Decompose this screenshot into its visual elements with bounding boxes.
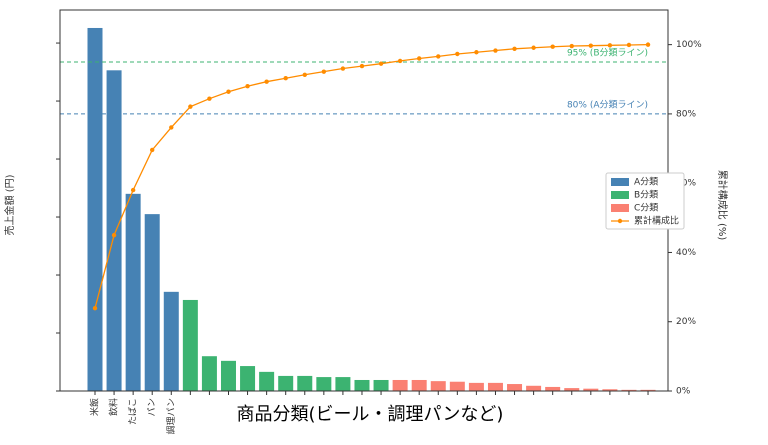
cumulative-point <box>436 54 441 59</box>
bar <box>240 366 256 391</box>
bar <box>354 379 370 391</box>
cumulative-point <box>512 46 517 51</box>
bar <box>487 382 503 391</box>
legend-swatch <box>611 191 629 199</box>
bar <box>449 381 465 391</box>
bar <box>392 379 408 391</box>
x-tick-label: たばこ <box>128 398 139 425</box>
cumulative-point <box>378 61 384 66</box>
legend-label: B分類 <box>634 190 658 201</box>
y2-tick-label: 40% <box>676 248 696 258</box>
bar <box>545 386 561 391</box>
reference-label: 95% (B分類ライン) <box>567 47 648 58</box>
y2-axis-label: 累計構成比 (%) <box>716 170 729 241</box>
bar <box>278 375 294 391</box>
cumulative-point <box>359 63 365 69</box>
bar <box>411 379 427 391</box>
cumulative-point <box>607 43 613 48</box>
bar <box>640 389 656 391</box>
cumulative-point <box>264 79 269 84</box>
cumulative-point <box>169 125 174 130</box>
legend-swatch <box>611 204 629 212</box>
cumulative-point <box>340 66 346 71</box>
bar <box>144 214 160 391</box>
cumulative-point <box>455 51 460 57</box>
legend-label: 累計構成比 <box>634 215 679 227</box>
bar <box>87 27 103 391</box>
bar <box>163 291 179 391</box>
bar <box>335 377 351 391</box>
cumulative-point <box>207 96 212 101</box>
cumulative-point <box>569 43 574 49</box>
x-tick-label: 米飯 <box>89 398 101 416</box>
bar <box>220 360 236 391</box>
cumulative-point <box>92 306 98 311</box>
y2-tick-label: 20% <box>676 317 696 327</box>
bar <box>259 371 275 391</box>
cumulative-point <box>493 48 498 53</box>
cumulative-point <box>188 104 193 109</box>
x-axis-label: 商品分類(ビール・調理パンなど) <box>237 404 504 425</box>
reference-label: 80% (A分類ライン) <box>567 99 648 110</box>
cumulative-point <box>474 50 479 55</box>
bar <box>125 193 141 391</box>
cumulative-line <box>94 43 649 309</box>
bar <box>182 299 198 391</box>
cumulative-point <box>645 42 651 47</box>
bar <box>621 389 637 391</box>
y2-tick-label: 60% <box>676 179 696 189</box>
cumulative-point <box>321 69 327 74</box>
cumulative-point <box>531 45 536 50</box>
cumulative-point <box>302 72 307 77</box>
bar <box>373 379 389 391</box>
cumulative-point <box>416 56 422 61</box>
bar <box>201 356 217 391</box>
cumulative-point <box>550 44 555 49</box>
bar <box>583 388 599 391</box>
bar <box>468 382 484 391</box>
y2-tick-label: 100% <box>676 40 702 50</box>
legend-swatch <box>611 178 629 186</box>
cumulative-point <box>588 43 594 48</box>
cumulative-point <box>245 84 250 89</box>
cumulative-point <box>150 147 155 153</box>
cumulative-point <box>130 187 136 193</box>
cumulative-point <box>397 58 403 64</box>
bar <box>507 384 523 391</box>
cumulative-point <box>111 232 117 238</box>
y2-tick-label: 80% <box>676 109 696 119</box>
bar <box>430 381 446 391</box>
cumulative-point <box>283 76 288 81</box>
cumulative-point <box>226 89 231 94</box>
bar <box>526 385 542 391</box>
bar <box>297 375 313 391</box>
legend-label: A分類 <box>634 177 658 188</box>
cumulative-point <box>626 42 632 48</box>
bar <box>106 70 122 392</box>
x-tick-label: 調理パン <box>165 398 177 434</box>
y-axis-label: 売上金額 (円) <box>3 174 16 235</box>
bar <box>316 377 332 391</box>
y2-tick-label: 0% <box>676 387 691 397</box>
legend-label: C分類 <box>634 203 658 214</box>
x-tick-label: 飲料 <box>108 398 120 416</box>
bar <box>602 389 618 391</box>
legend-box <box>605 172 685 230</box>
x-tick-label: パン <box>147 398 158 416</box>
legend-marker <box>617 218 623 224</box>
bar <box>564 388 580 391</box>
